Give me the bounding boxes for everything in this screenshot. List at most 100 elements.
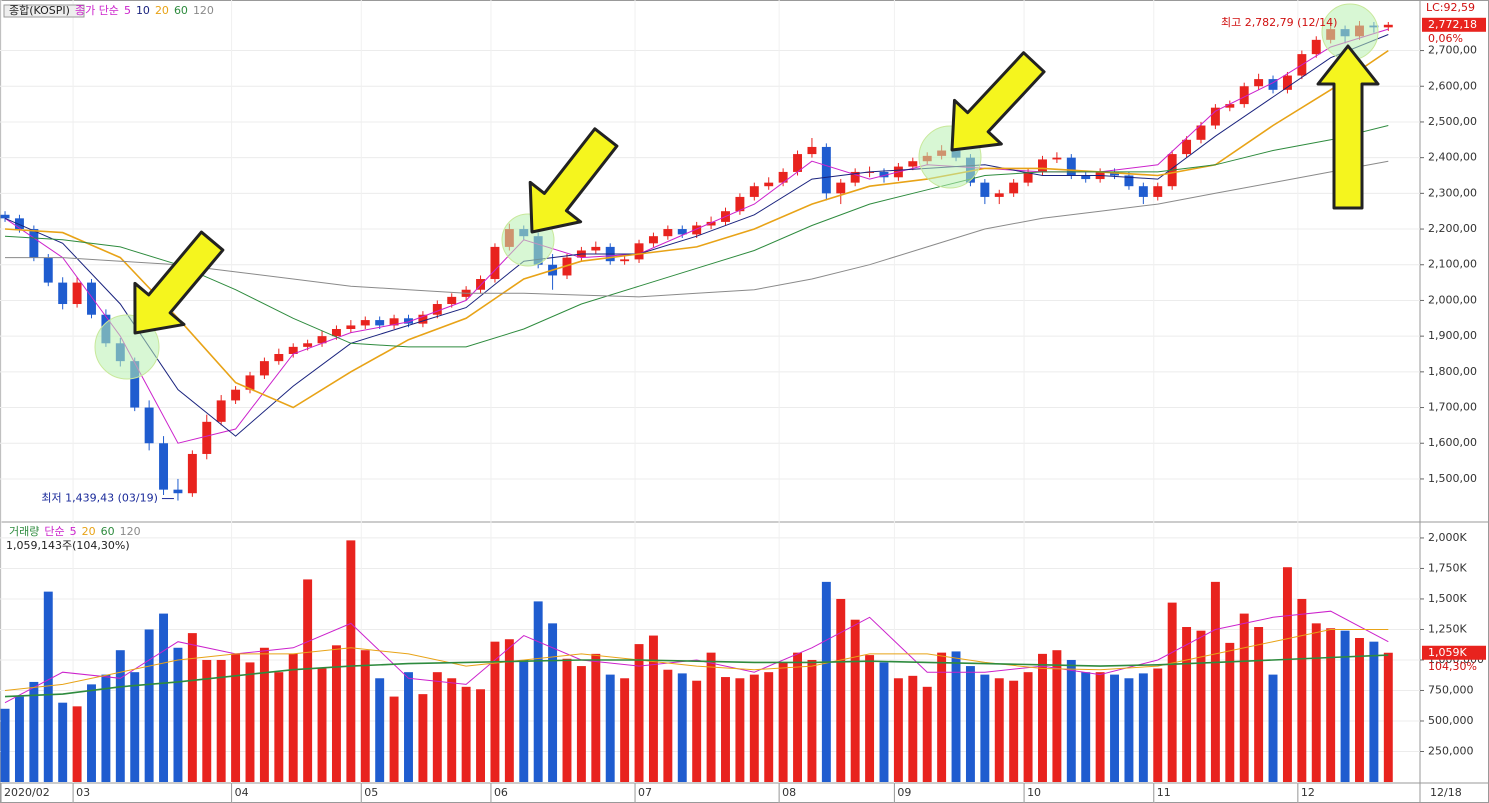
candle-body	[879, 171, 889, 178]
lc-label: LC:92,59	[1426, 1, 1475, 14]
volume-bar	[490, 641, 500, 782]
volume-bar	[1153, 668, 1163, 782]
legend-item: 5	[70, 525, 77, 538]
candle-body	[1282, 75, 1292, 90]
volume-bar	[548, 623, 558, 782]
y-tick-label: 2,000K	[1428, 531, 1467, 544]
volume-bar	[1081, 672, 1091, 782]
x-tick-label: 12	[1301, 786, 1315, 799]
volume-bar	[1225, 642, 1235, 782]
candle-body	[432, 304, 442, 315]
volume-bar	[288, 653, 298, 782]
candle-body	[231, 389, 241, 401]
candle-body	[735, 196, 745, 212]
volume-bar	[1038, 653, 1047, 782]
x-tick-label: 10	[1027, 786, 1041, 799]
volume-bar	[202, 659, 212, 782]
legend-item: 60	[174, 4, 188, 17]
candle-body	[1153, 186, 1163, 197]
candle-body	[259, 361, 269, 376]
volume-bar	[735, 678, 745, 782]
candle-body	[43, 257, 53, 283]
y-tick-label: 2,700,00	[1428, 44, 1477, 57]
candle-body	[360, 320, 370, 326]
legend-item: 10	[136, 4, 150, 17]
volume-bar	[274, 672, 284, 782]
volume-bar	[721, 677, 730, 782]
x-tick-label: 03	[76, 786, 90, 799]
y-tick-label: 2,300,00	[1428, 186, 1477, 199]
candle-body	[288, 346, 298, 354]
volume-bar	[1355, 638, 1364, 782]
candle-body	[187, 453, 197, 494]
arrow	[133, 230, 225, 335]
candle-body	[1138, 186, 1148, 197]
ma-line	[5, 160, 1389, 298]
candle-body	[1066, 157, 1076, 176]
legend-box	[3, 4, 85, 18]
y-tick-label: 1,700,00	[1428, 401, 1477, 414]
candle-body	[130, 361, 140, 408]
ma-line	[4, 49, 1389, 409]
volume-bar	[764, 672, 774, 782]
volume-bar	[749, 674, 759, 782]
y-tick-label: 2,600,00	[1428, 79, 1477, 92]
legend: 종합(KOSPI) 종가 단순 5 10 20 60 120	[9, 4, 214, 17]
x-tick-label: 08	[782, 786, 796, 799]
volume-bar	[1095, 672, 1105, 782]
x-tick-label: 05	[364, 786, 378, 799]
candle-body	[476, 279, 486, 290]
candle-body	[1210, 107, 1220, 126]
volume-bar	[43, 591, 53, 782]
candle-body	[1009, 182, 1019, 194]
volume-bar	[980, 674, 990, 782]
candle-body	[346, 325, 356, 330]
candle-body	[87, 282, 96, 315]
volume-bar	[447, 678, 457, 782]
volume-bar	[634, 644, 644, 782]
volume-bar	[793, 652, 803, 782]
candle-body	[692, 225, 702, 235]
legend-item: 5	[124, 4, 131, 17]
candle-body	[1110, 171, 1119, 176]
candle-body	[159, 443, 169, 490]
ratio-label: 104,30%	[1428, 660, 1477, 673]
legend-label: 종가 단순	[75, 4, 119, 17]
candle-body	[793, 154, 803, 172]
volume-bar	[259, 647, 269, 782]
volume-bar	[1297, 598, 1307, 782]
volume-bar	[692, 680, 702, 782]
candle-body	[173, 489, 183, 494]
arrow	[528, 127, 619, 234]
volume-bar	[1009, 680, 1019, 782]
legend-item: 120	[193, 4, 214, 17]
volume-bar	[389, 696, 399, 782]
y-tick-label: 1,500,00	[1428, 472, 1477, 485]
x-tick-label: 11	[1157, 786, 1171, 799]
candle-body	[908, 161, 918, 167]
volume-bar	[504, 639, 514, 782]
legend-item: 20	[155, 4, 169, 17]
low-label: 최저 1,439,43 (03/19)	[41, 492, 158, 505]
candle-body	[1182, 139, 1192, 155]
volume-bar	[87, 684, 96, 782]
volume-bar	[1110, 674, 1119, 782]
volume-bar	[807, 659, 817, 782]
volume-bar	[836, 598, 846, 782]
candle-body	[331, 329, 341, 337]
arrow	[1316, 44, 1380, 210]
volume-bar	[1340, 630, 1350, 782]
candle-body	[1023, 171, 1033, 183]
volume-bar	[331, 645, 341, 782]
volume-bar	[663, 669, 673, 782]
volume-bar	[965, 666, 975, 782]
y-tick-label: 750,000	[1428, 683, 1474, 696]
candle-body	[1052, 157, 1062, 160]
candle-body	[1239, 86, 1249, 105]
volume-bar	[245, 662, 255, 782]
volume-bar	[591, 653, 601, 782]
candle-body	[1196, 125, 1206, 140]
volume-bar	[1369, 641, 1379, 782]
candle-body	[303, 343, 313, 347]
